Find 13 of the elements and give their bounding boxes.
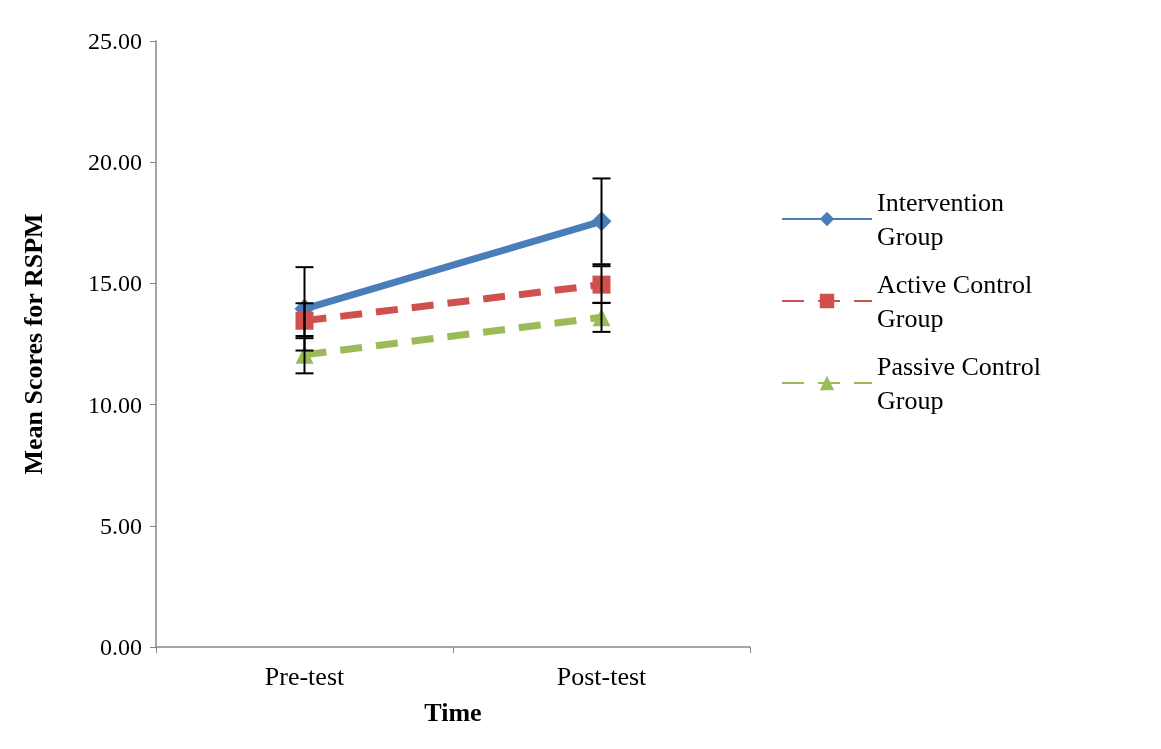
legend-label: Passive Control Group bbox=[877, 351, 1048, 415]
x-axis-title: Time bbox=[424, 697, 482, 727]
x-tick-label: Pre-test bbox=[264, 661, 345, 691]
y-tick-label: 15.00 bbox=[88, 270, 142, 297]
y-tick-label: 25.00 bbox=[88, 28, 142, 54]
legend-label: Active Control Group bbox=[877, 269, 1039, 333]
legend-label: Intervention Group bbox=[877, 187, 1011, 251]
y-axis-title: Mean Scores for RSPM bbox=[18, 213, 48, 475]
y-tick-label: 0.00 bbox=[100, 634, 142, 660]
y-tick-label: 5.00 bbox=[100, 512, 142, 539]
x-tick-label: Post-test bbox=[556, 661, 648, 691]
y-tick-label: 20.00 bbox=[88, 149, 142, 176]
y-tick-label: 10.00 bbox=[88, 391, 142, 418]
